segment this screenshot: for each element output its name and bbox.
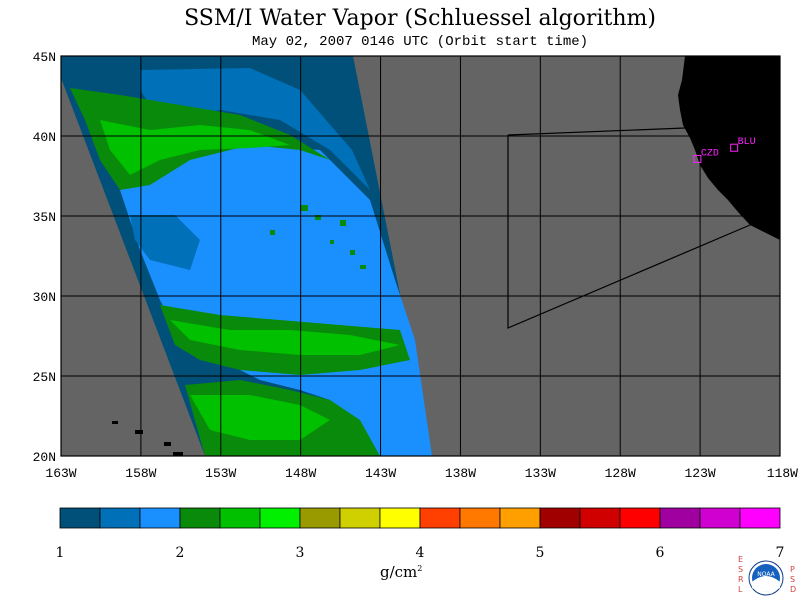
station-markers: CZD BLU xyxy=(693,137,756,163)
lat-label: 35N xyxy=(33,210,56,225)
lat-label: 45N xyxy=(33,50,56,65)
station-label: BLU xyxy=(738,137,756,148)
colorbar-swatch xyxy=(579,507,621,529)
plot-frame xyxy=(60,55,781,457)
colorbar-swatch xyxy=(379,507,421,529)
swath-bright-green-upper xyxy=(100,120,290,175)
lon-label: 133W xyxy=(525,466,556,481)
colorbar-swatch xyxy=(99,507,141,529)
swath-dark-patch xyxy=(130,215,200,270)
colorbar-tick: 2 xyxy=(176,545,185,561)
colorbar-swatch xyxy=(739,507,781,529)
colorbar-tick: 7 xyxy=(776,545,785,561)
station-label: CZD xyxy=(701,148,719,159)
lon-label: 128W xyxy=(605,466,636,481)
swath-bright-blue xyxy=(120,145,432,456)
colorbar-swatch xyxy=(539,507,581,529)
colorbar-swatch xyxy=(299,507,341,529)
colorbar-swatch xyxy=(659,507,701,529)
colorbar xyxy=(59,507,781,529)
swath-medium-blue xyxy=(140,68,370,190)
domain-outline xyxy=(507,127,751,329)
colorbar-swatch xyxy=(179,507,221,529)
swath-bright-green-lower xyxy=(190,395,330,440)
lon-label: 143W xyxy=(365,466,396,481)
chart-subtitle: May 02, 2007 0146 UTC (Orbit start time) xyxy=(251,34,589,50)
land-hawaii xyxy=(112,421,183,456)
station-marker xyxy=(693,154,702,163)
colorbar-swatch xyxy=(219,507,261,529)
colorbar-tick-labels: 1 2 3 4 5 6 7 xyxy=(56,545,785,561)
land-north-america xyxy=(678,56,780,240)
lon-label: 158W xyxy=(125,466,156,481)
lon-label: 148W xyxy=(285,466,316,481)
lon-label: 163W xyxy=(45,466,76,481)
colorbar-units: g/cm2 xyxy=(380,563,423,581)
station-marker xyxy=(730,143,739,152)
colorbar-swatch xyxy=(59,507,101,529)
colorbar-swatch xyxy=(139,507,181,529)
colorbar-tick: 5 xyxy=(536,545,545,561)
grid-lines xyxy=(61,56,780,456)
lon-label: 123W xyxy=(685,466,716,481)
colorbar-swatch xyxy=(339,507,381,529)
colorbar-swatch xyxy=(419,507,461,529)
lat-label: 20N xyxy=(33,450,56,465)
colorbar-swatch xyxy=(619,507,661,529)
swath-group xyxy=(61,56,432,456)
colorbar-tick: 4 xyxy=(416,545,425,561)
swath-bright-green-middle xyxy=(170,320,400,355)
logo-center-text: NOAA xyxy=(757,571,775,578)
colorbar-tick: 6 xyxy=(656,545,665,561)
longitude-labels: 163W 158W 153W 148W 143W 138W 133W 128W 123W 118W xyxy=(45,466,798,481)
lat-label: 25N xyxy=(33,370,56,385)
colorbar-swatch xyxy=(499,507,541,529)
lon-label: 153W xyxy=(205,466,236,481)
lat-label: 40N xyxy=(33,130,56,145)
lat-label: 30N xyxy=(33,290,56,305)
colorbar-tick: 1 xyxy=(56,545,65,561)
colorbar-swatch xyxy=(699,507,741,529)
chart-title: SSM/I Water Vapor (Schluessel algorithm) xyxy=(184,6,656,31)
colorbar-swatch xyxy=(259,507,301,529)
latitude-labels: 45N 40N 35N 30N 25N 20N xyxy=(33,50,56,465)
lon-label: 138W xyxy=(445,466,476,481)
colorbar-swatch xyxy=(459,507,501,529)
colorbar-tick: 3 xyxy=(296,545,305,561)
swath-speckles xyxy=(270,205,366,269)
lon-label: 118W xyxy=(767,466,798,481)
